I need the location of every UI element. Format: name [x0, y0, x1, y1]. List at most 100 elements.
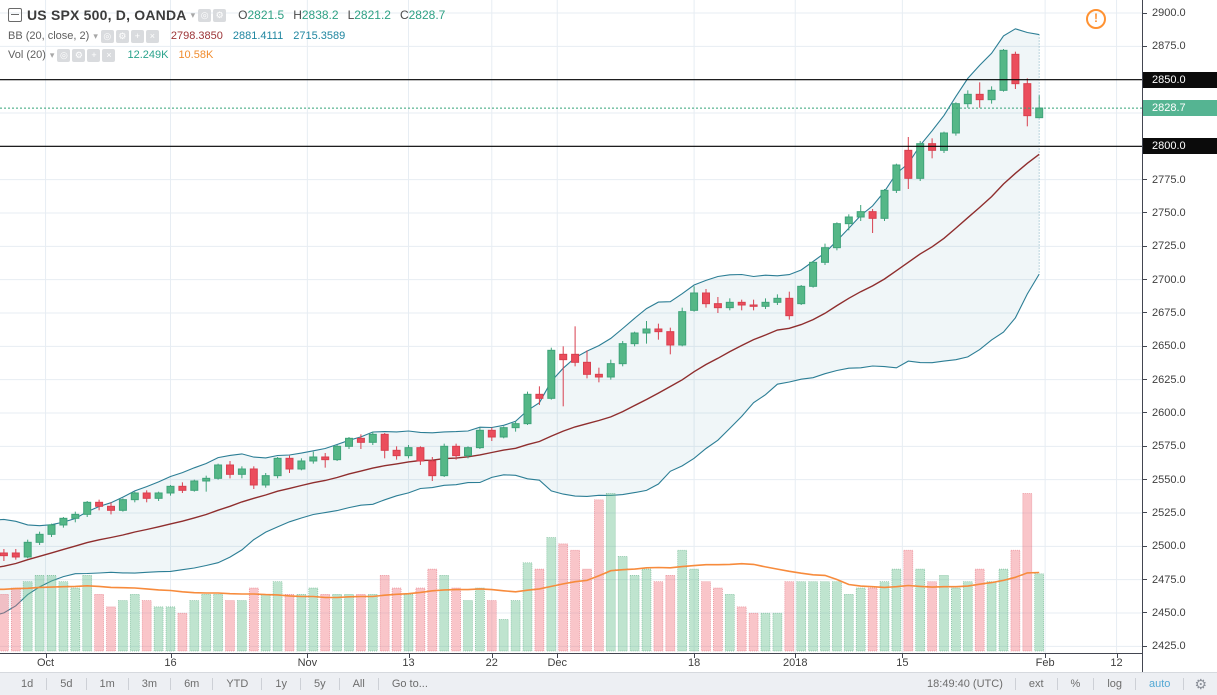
price-tick	[1143, 45, 1147, 47]
time-tick-label: Oct	[36, 657, 55, 669]
time-tick-label: 16	[164, 657, 177, 669]
close-icon[interactable]: ×	[102, 48, 116, 62]
time-axis[interactable]: Oct 16 Nov 13 22 Dec 18 2018 15 Feb 12	[0, 653, 1217, 673]
price-tick	[1143, 312, 1147, 314]
price-tick	[1143, 212, 1147, 214]
price-tick-label: 2650.0	[1152, 340, 1186, 353]
time-tick	[45, 654, 47, 658]
bb-upper-value: 2881.4111	[232, 30, 284, 42]
settings-gear-icon[interactable]: ⚙	[1194, 675, 1207, 692]
price-tick	[1143, 345, 1147, 347]
range-button-5y[interactable]: 5y	[313, 678, 326, 690]
divider	[338, 678, 340, 690]
time-tick	[795, 654, 797, 658]
volume-ma-value: 10.58K	[178, 49, 214, 61]
range-button-1y[interactable]: 1y	[275, 678, 287, 690]
scale-button-ext[interactable]: ext	[1028, 678, 1044, 690]
price-tick	[1143, 379, 1147, 381]
time-tick-label: 18	[687, 657, 701, 669]
bb-basis-value: 2798.3850	[170, 30, 223, 42]
bollinger-title[interactable]: BB (20, close, 2)	[8, 30, 90, 42]
price-tick-label: 2675.0	[1152, 306, 1186, 319]
range-button-1m[interactable]: 1m	[99, 678, 115, 690]
bollinger-values: 2798.3850 2881.4111 2715.3589	[171, 30, 345, 42]
divider	[1135, 678, 1137, 690]
bollinger-row: BB (20, close, 2) ▾ ◎ ⚙ + × 2798.3850 28…	[8, 28, 445, 44]
range-button-3m[interactable]: 3m	[141, 678, 158, 690]
open-label: O	[238, 8, 248, 22]
time-tick	[1045, 654, 1047, 658]
range-button-ytd[interactable]: YTD	[226, 678, 249, 690]
candlestick-chart[interactable]	[0, 0, 1142, 653]
price-tick	[1143, 512, 1147, 514]
last-price-badge: 2828.7	[1143, 100, 1217, 117]
close-value: 2828.7	[408, 8, 446, 22]
price-tick-label: 2450.0	[1152, 606, 1186, 619]
range-buttons: 1d 5d 1m 3m 6m YTD 1y 5y All Go to...	[8, 678, 441, 690]
divider	[170, 678, 172, 690]
scale-buttons: ext% log auto	[1014, 678, 1185, 690]
price-tick-label: 2425.0	[1152, 640, 1186, 653]
price-tick-label: 2725.0	[1152, 240, 1186, 253]
price-tick	[1143, 612, 1147, 614]
gear-icon[interactable]: ⚙	[213, 8, 227, 22]
range-button-1d[interactable]: 1d	[21, 678, 34, 690]
scale-button-log[interactable]: log	[1107, 678, 1123, 690]
price-axis[interactable]: 2425.0 2450.0 2475.0 2500.0 2525.0 2550.0 2575…	[1142, 0, 1217, 672]
price-tick	[1143, 179, 1147, 181]
chevron-down-icon[interactable]: ▾	[49, 49, 55, 60]
price-tick	[1143, 579, 1147, 581]
scale-button-percent[interactable]: %	[1070, 678, 1081, 690]
price-tick-label: 2525.0	[1152, 506, 1186, 519]
goto-button[interactable]: Go to...	[391, 678, 428, 690]
price-tick-label: 2775.0	[1152, 173, 1186, 186]
alert-icon[interactable]: !	[1086, 9, 1106, 29]
divider	[1093, 678, 1095, 690]
high-value: 2838.2	[301, 8, 339, 22]
price-tick-label: 2900.0	[1152, 7, 1186, 19]
symbol-title[interactable]: US SPX 500, D, OANDA	[27, 7, 187, 23]
price-tick	[1143, 545, 1147, 547]
price-tick-label: 2750.0	[1152, 206, 1186, 219]
divider	[1056, 678, 1058, 690]
clock: 18:49:40 (UTC)	[927, 678, 1003, 690]
time-tick-label: 12	[1110, 657, 1123, 669]
time-tick	[170, 654, 172, 658]
price-tick	[1143, 245, 1147, 247]
add-icon[interactable]: +	[130, 29, 144, 43]
gear-icon[interactable]: ⚙	[72, 48, 86, 62]
price-tick-label: 2600.0	[1152, 406, 1186, 419]
chevron-down-icon[interactable]: ▾	[93, 30, 98, 41]
chevron-down-icon[interactable]: ▾	[190, 9, 196, 20]
range-button-6m[interactable]: 6m	[184, 678, 200, 690]
price-tick-label: 2700.0	[1152, 273, 1186, 286]
open-value: 2821.5	[247, 8, 285, 22]
time-tick-label: 22	[485, 657, 498, 669]
range-button-5d[interactable]: 5d	[60, 678, 73, 690]
close-label: C	[399, 8, 409, 22]
gear-icon[interactable]: ⚙	[115, 29, 129, 43]
add-icon[interactable]: +	[87, 48, 101, 62]
price-line-badge: 2850.0	[1143, 71, 1217, 88]
collapse-legend-icon[interactable]	[8, 8, 22, 22]
divider	[212, 678, 214, 690]
time-tick-label: 2018	[783, 657, 808, 669]
close-icon[interactable]: ×	[145, 29, 159, 43]
legend: US SPX 500, D, OANDA ▾ ◎ ⚙ O2821.5 H2838…	[8, 5, 445, 63]
volume-title[interactable]: Vol (20)	[8, 49, 46, 61]
divider	[261, 678, 263, 690]
auto-scale-button[interactable]: auto	[1149, 678, 1171, 690]
high-label: H	[293, 8, 302, 22]
divider	[299, 678, 301, 690]
eye-icon[interactable]: ◎	[198, 8, 212, 22]
time-tick	[491, 654, 493, 658]
eye-icon[interactable]: ◎	[100, 29, 114, 43]
time-tick	[307, 654, 309, 658]
low-label: L	[347, 8, 355, 22]
eye-icon[interactable]: ◎	[57, 48, 71, 62]
time-tick	[557, 654, 559, 658]
range-button-all[interactable]: All	[352, 678, 365, 690]
volume-values: 12.249K 10.58K	[127, 49, 213, 61]
time-tick-label: Nov	[297, 657, 318, 669]
price-tick-label: 2550.0	[1152, 473, 1186, 486]
